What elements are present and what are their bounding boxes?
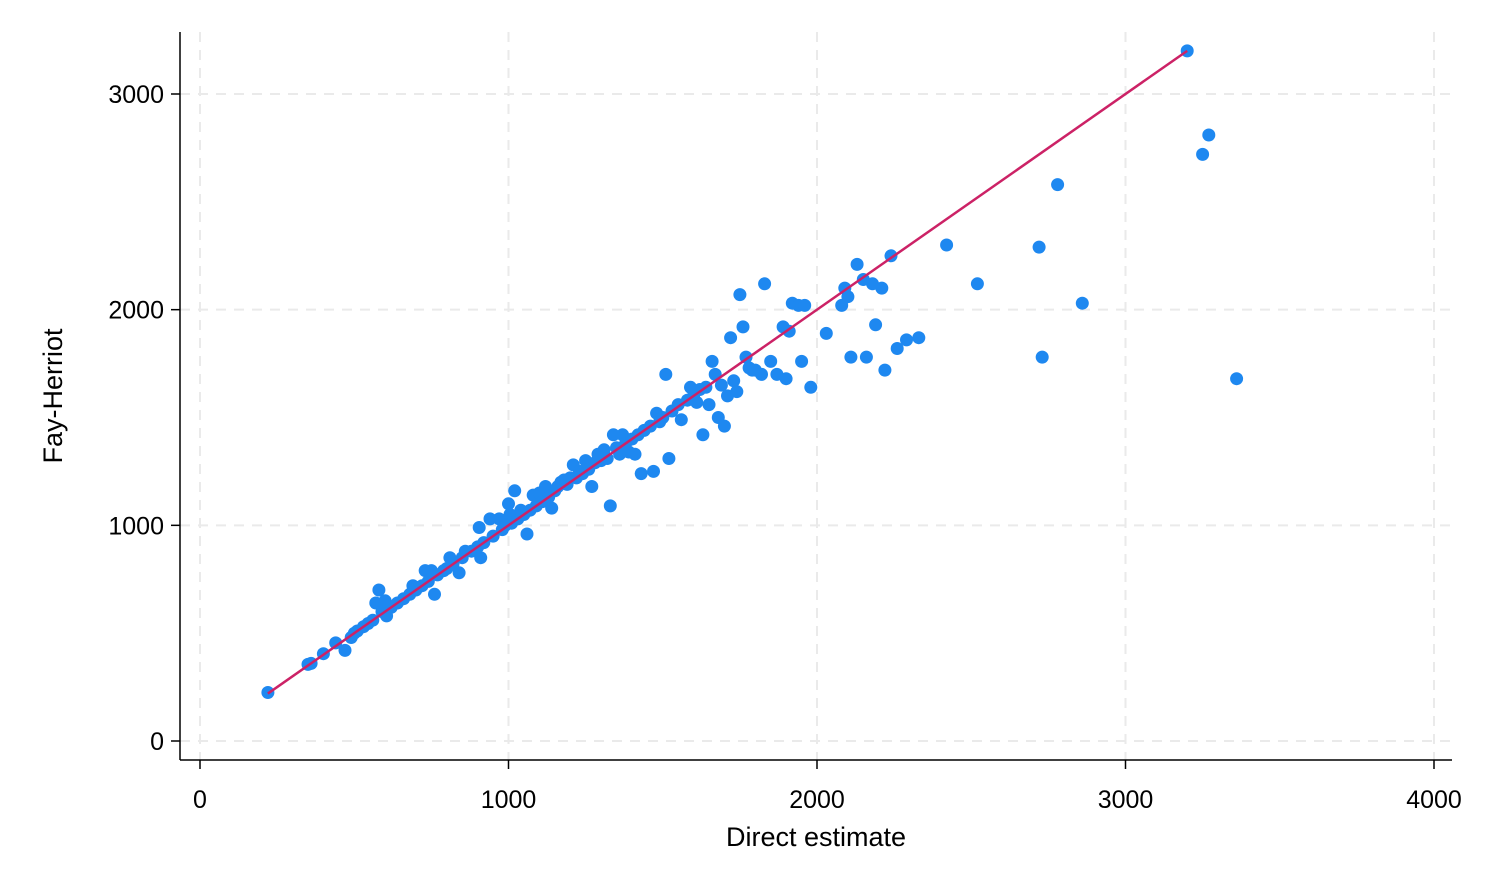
data-point <box>890 342 904 355</box>
data-point <box>724 331 738 345</box>
data-point <box>662 452 676 465</box>
data-point <box>795 354 809 368</box>
reference-line <box>267 49 1188 695</box>
data-point <box>727 374 741 388</box>
data-point <box>520 527 534 541</box>
data-point <box>474 551 488 565</box>
x-tick-label: 0 <box>193 786 207 814</box>
y-tick-label: 3000 <box>108 81 164 109</box>
data-point <box>585 480 599 493</box>
data-point <box>690 395 704 409</box>
data-point <box>1230 372 1244 386</box>
data-point <box>912 331 926 345</box>
data-point <box>1196 147 1210 161</box>
data-point <box>483 512 497 526</box>
y-tick-label: 0 <box>150 728 164 756</box>
data-point <box>659 367 673 381</box>
data-point <box>338 643 352 657</box>
data-point <box>970 277 984 291</box>
reference-line-layer <box>267 49 1188 695</box>
data-point <box>452 566 466 580</box>
data-point <box>603 499 617 513</box>
data-point <box>508 484 522 498</box>
data-point <box>674 413 688 427</box>
data-point <box>606 428 620 442</box>
data-point <box>1202 128 1216 142</box>
data-point <box>634 467 648 481</box>
data-point <box>940 238 954 252</box>
x-tick-label: 3000 <box>1098 786 1154 814</box>
data-point <box>1051 178 1065 192</box>
data-point <box>859 350 873 364</box>
data-point <box>875 281 889 295</box>
data-point <box>900 333 913 347</box>
data-point <box>472 521 486 534</box>
data-point <box>850 257 864 271</box>
x-tick-label: 4000 <box>1406 786 1462 814</box>
data-point <box>819 326 833 340</box>
x-axis-title: Direct estimate <box>726 822 906 852</box>
x-tick-label: 1000 <box>481 786 537 814</box>
data-point <box>730 385 744 399</box>
data-point <box>755 367 768 381</box>
data-point <box>764 354 778 368</box>
data-point <box>717 419 731 433</box>
axes <box>179 32 1452 761</box>
data-point <box>798 298 812 312</box>
y-tick-label: 1000 <box>108 512 164 540</box>
y-tick-label: 2000 <box>108 297 164 325</box>
data-point <box>372 583 386 597</box>
data-point <box>733 288 747 302</box>
data-point <box>545 501 559 515</box>
data-point <box>647 464 660 478</box>
data-point <box>758 277 772 291</box>
data-point <box>502 497 515 511</box>
x-tick-label: 2000 <box>789 786 845 814</box>
data-point <box>736 320 750 334</box>
y-ticks: 0 1000 2000 3000 <box>108 81 180 756</box>
data-point <box>878 363 892 377</box>
data-point <box>779 372 793 386</box>
data-point <box>869 318 883 332</box>
data-points <box>261 44 1244 699</box>
data-point <box>705 354 719 368</box>
data-point <box>1075 296 1089 310</box>
data-point <box>1035 350 1049 364</box>
data-point <box>841 290 855 304</box>
data-point <box>428 587 441 601</box>
data-point <box>1032 240 1046 254</box>
data-point <box>844 350 858 364</box>
x-ticks: 0 1000 2000 3000 4000 <box>193 760 1462 814</box>
data-point <box>804 380 818 394</box>
data-point <box>696 428 710 442</box>
data-point <box>702 398 716 412</box>
y-axis-title: Fay-Herriot <box>38 328 68 464</box>
grid-lines <box>180 32 1452 760</box>
data-point <box>714 378 728 392</box>
data-point <box>628 447 642 461</box>
data-point <box>329 636 343 650</box>
